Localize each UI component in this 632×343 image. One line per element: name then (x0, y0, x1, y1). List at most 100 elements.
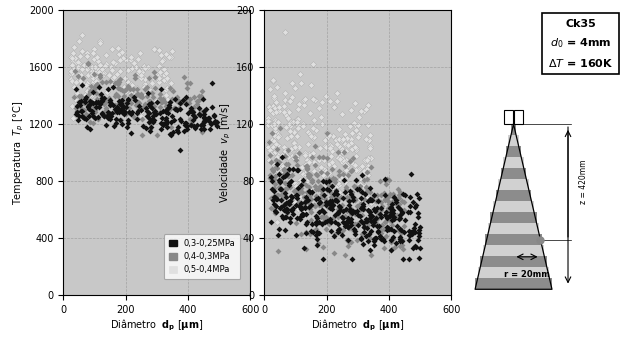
Point (90, 64, 100, 70)
Point (414, 255, 424, 260)
Point (152, 72, 162, 78)
Point (76, 101, 87, 107)
Point (355, 213, 365, 219)
Point (145, 120, 155, 126)
Point (87, 92, 97, 97)
Point (135, 100, 145, 106)
Point (332, 206, 343, 211)
Point (309, 159, 319, 165)
Point (167, 114, 177, 119)
Point (329, 191, 339, 197)
Point (88, 46, 99, 51)
Point (161, 107, 171, 113)
Point (343, 217, 353, 223)
Point (106, 113, 116, 119)
Bar (478, 267, 549, 278)
Point (406, 171, 416, 177)
Point (200, 117, 210, 122)
Point (297, 164, 307, 170)
Point (286, 173, 296, 178)
Point (351, 145, 362, 151)
Point (82, 117, 92, 122)
Point (283, 147, 293, 152)
Point (106, 111, 116, 117)
Point (286, 178, 296, 184)
Bar (504, 110, 513, 124)
Point (308, 126, 319, 131)
Point (143, 116, 154, 121)
Point (269, 193, 279, 199)
Point (363, 103, 373, 108)
Point (386, 204, 396, 209)
Point (164, 102, 174, 108)
Point (163, 111, 173, 116)
Point (99, 99, 109, 105)
Point (132, 86, 142, 92)
Point (281, 168, 291, 174)
Point (132, 91, 142, 96)
Point (281, 161, 291, 167)
Point (85, 92, 95, 98)
Point (364, 231, 374, 237)
Point (370, 235, 380, 241)
Point (369, 220, 379, 225)
Point (100, 108, 110, 114)
Point (373, 198, 383, 203)
Point (150, 108, 161, 114)
Point (304, 184, 314, 189)
Point (287, 194, 297, 200)
Point (384, 227, 394, 232)
Point (349, 144, 360, 150)
Point (317, 207, 327, 212)
Point (165, 131, 175, 137)
Point (161, 117, 171, 122)
Point (365, 247, 375, 253)
Y-axis label: Temperatura  $T_p$ [°C]: Temperatura $T_p$ [°C] (11, 100, 26, 205)
Point (379, 238, 389, 244)
Point (87, 68, 97, 73)
Point (269, 95, 279, 100)
Point (318, 178, 328, 184)
Point (272, 154, 283, 159)
Point (324, 170, 334, 176)
Point (337, 232, 347, 238)
Point (128, 61, 138, 66)
Point (365, 215, 375, 221)
Point (380, 213, 390, 218)
Point (329, 197, 339, 202)
Point (298, 180, 308, 186)
Point (109, 123, 119, 129)
Point (84, 106, 94, 111)
Point (314, 210, 324, 215)
Point (271, 147, 281, 152)
Point (411, 192, 422, 197)
Point (303, 198, 313, 203)
Point (159, 58, 169, 63)
Point (362, 157, 372, 162)
Point (179, 74, 189, 80)
Point (308, 96, 319, 102)
Point (292, 163, 302, 168)
Point (334, 227, 344, 232)
Point (143, 84, 154, 90)
Point (166, 119, 176, 125)
Point (384, 206, 394, 211)
Point (82, 54, 92, 59)
Point (114, 68, 125, 74)
Point (397, 238, 407, 243)
Point (311, 233, 321, 238)
Point (396, 206, 406, 212)
Point (73, 38, 83, 43)
Point (292, 195, 302, 200)
Point (180, 99, 190, 104)
Point (140, 102, 150, 107)
Point (305, 131, 315, 137)
Point (92, 82, 102, 87)
Point (117, 87, 127, 92)
Point (311, 219, 321, 224)
Point (299, 201, 309, 207)
Point (115, 86, 125, 92)
Bar (506, 146, 521, 157)
Point (330, 194, 340, 200)
Point (385, 216, 395, 221)
